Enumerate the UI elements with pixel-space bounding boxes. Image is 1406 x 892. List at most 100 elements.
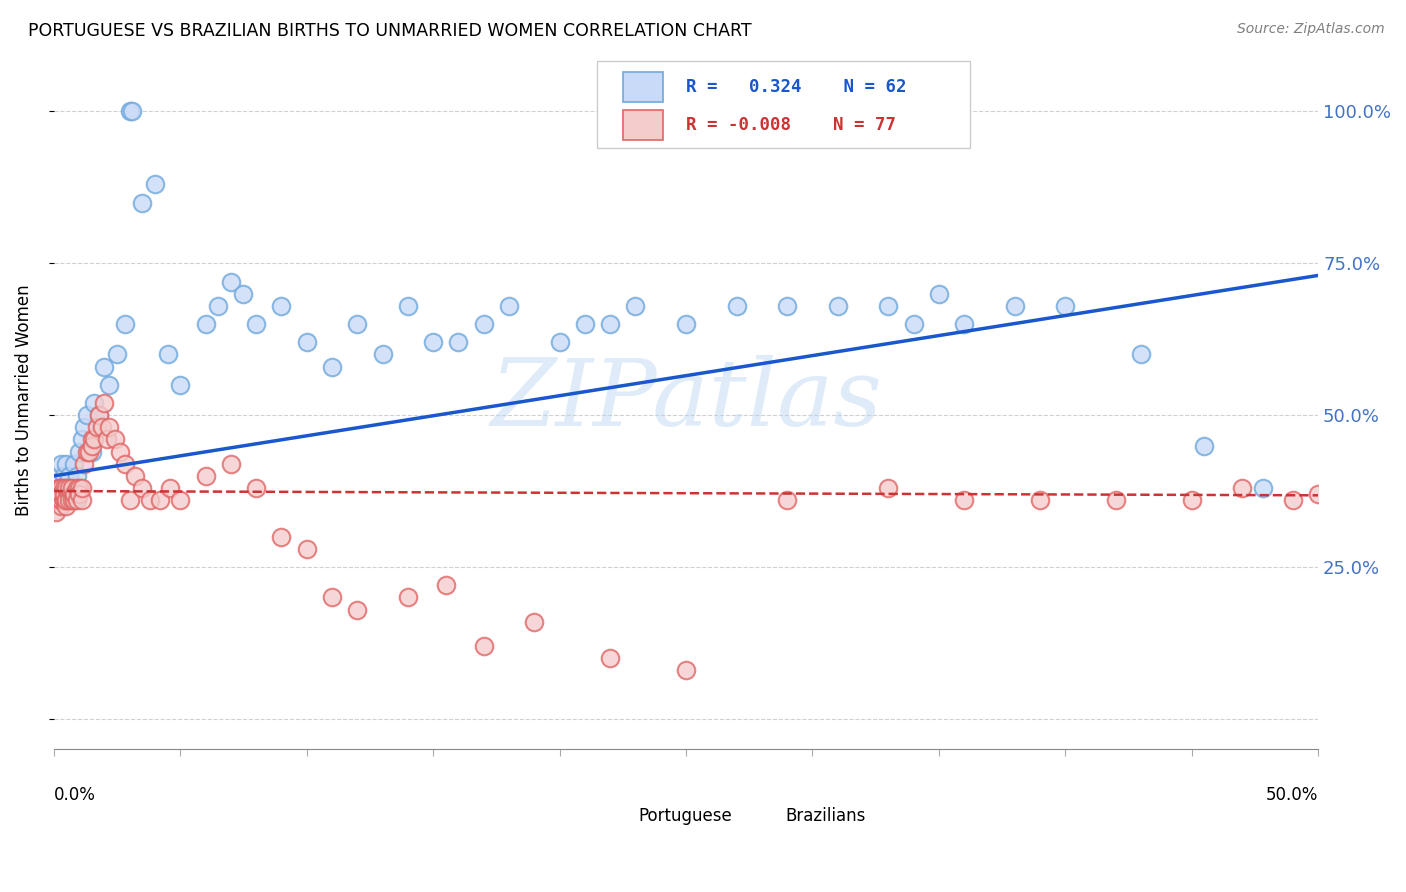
Point [70,493,93,508]
Point [58,469,80,483]
Point [124,469,146,483]
Point [599,651,621,665]
Point [51,500,73,514]
FancyBboxPatch shape [598,62,970,148]
Point [121,104,143,119]
Point [45,493,67,508]
Point [63,487,86,501]
FancyBboxPatch shape [623,111,664,139]
Point [93,359,115,374]
Point [169,493,191,508]
Text: PORTUGUESE VS BRAZILIAN BIRTHS TO UNMARRIED WOMEN CORRELATION CHART: PORTUGUESE VS BRAZILIAN BIRTHS TO UNMARR… [28,22,752,40]
Point [80,444,103,458]
Point [90,420,112,434]
Point [131,195,153,210]
Point [52,493,75,508]
Point [83,433,105,447]
Point [51,487,73,501]
Point [52,487,75,501]
Point [65,481,87,495]
Point [48,481,70,495]
Point [114,317,136,331]
Point [1232,481,1254,495]
Point [108,444,131,458]
Point [52,493,75,508]
Point [52,469,75,483]
Point [599,317,621,331]
Point [877,299,900,313]
Point [52,487,75,501]
Point [447,335,470,350]
Point [96,433,118,447]
Point [1004,299,1026,313]
Point [270,299,292,313]
Point [725,299,748,313]
Point [89,408,111,422]
Point [346,317,368,331]
Point [63,493,86,508]
Text: Brazilians: Brazilians [786,806,866,824]
Point [67,487,90,501]
Text: R =   0.324    N = 62: R = 0.324 N = 62 [686,78,907,96]
Point [65,493,87,508]
Point [574,317,596,331]
Point [48,481,70,495]
Point [60,487,83,501]
Point [67,444,90,458]
Point [422,335,444,350]
Point [67,481,90,495]
Point [548,335,571,350]
Point [93,396,115,410]
Point [98,377,121,392]
Point [131,481,153,495]
Text: R = -0.008    N = 77: R = -0.008 N = 77 [686,116,896,134]
Point [51,493,73,508]
Point [55,493,77,508]
Point [270,530,292,544]
Point [149,493,172,508]
Point [472,639,495,653]
Point [472,317,495,331]
Point [1251,481,1274,495]
Point [86,420,108,434]
Point [60,493,83,508]
Point [73,420,96,434]
Text: Source: ZipAtlas.com: Source: ZipAtlas.com [1237,22,1385,37]
Point [321,359,343,374]
Point [232,286,254,301]
FancyBboxPatch shape [752,805,779,826]
Point [396,299,419,313]
Point [73,457,96,471]
Point [143,178,166,192]
Point [139,493,162,508]
Point [55,500,77,514]
Point [194,317,217,331]
Point [827,299,849,313]
Point [45,505,67,519]
Point [245,481,267,495]
Point [675,663,697,677]
Point [45,493,67,508]
Point [65,469,87,483]
Text: 0.0%: 0.0% [53,786,96,804]
Point [1029,493,1052,508]
Point [51,493,73,508]
Point [953,493,976,508]
Point [169,377,191,392]
Point [1181,493,1204,508]
Point [89,408,111,422]
Point [58,487,80,501]
Point [103,433,125,447]
Point [434,578,457,592]
Point [371,347,394,361]
Point [928,286,950,301]
Point [1194,438,1216,452]
Point [776,299,799,313]
Point [523,615,546,629]
Point [63,457,86,471]
Point [118,493,141,508]
Point [321,591,343,605]
Point [1054,299,1077,313]
Point [877,481,900,495]
Text: Portuguese: Portuguese [638,806,731,824]
